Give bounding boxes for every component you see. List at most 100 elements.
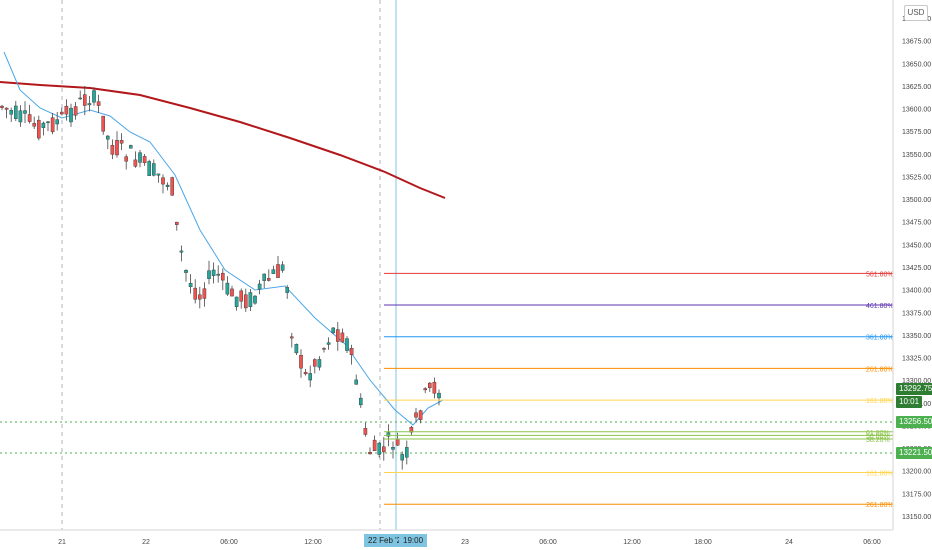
candle-body	[124, 156, 128, 162]
candle-body	[220, 272, 225, 281]
candle-body	[354, 379, 359, 385]
candle-body	[115, 140, 119, 156]
candle-body	[156, 173, 161, 176]
candle-body	[4, 107, 9, 110]
price-tick-label: 13475.00	[902, 220, 931, 227]
candle-body	[391, 447, 395, 450]
candle-body	[96, 101, 101, 106]
fib-level-label: 61.80%	[866, 430, 890, 437]
candle-body	[13, 105, 18, 119]
candle-body	[386, 432, 391, 437]
price-tick-label: 13325.00	[902, 356, 931, 363]
candle-body	[267, 278, 271, 281]
time-tick-label: 06:00	[863, 539, 881, 546]
candle-body	[50, 117, 55, 133]
candle-body	[243, 294, 248, 309]
fibonacci-extension[interactable]: 561.80% 461.80% 361.80% 261.80% 161.80% 61.80…	[384, 271, 894, 509]
axes	[0, 0, 894, 531]
candle-body	[138, 152, 142, 163]
candle-body	[211, 269, 216, 276]
candle-body	[437, 392, 441, 399]
candle-body	[271, 269, 276, 274]
time-tick-label: 06:00	[539, 539, 557, 546]
crosshair-date-tag: 22 Feb '21	[364, 534, 410, 547]
candle-body	[151, 163, 156, 176]
candle-body	[257, 283, 262, 290]
candle-body	[60, 111, 64, 115]
candle-body	[202, 288, 207, 299]
candle-body	[262, 273, 267, 281]
candle-body	[368, 452, 372, 455]
candle-body	[382, 446, 386, 453]
currency-button[interactable]: USD	[904, 5, 928, 21]
candle-body	[170, 177, 175, 196]
candle-body	[248, 292, 253, 308]
candle-body	[400, 454, 405, 461]
price-tick-label: 13500.00	[902, 197, 931, 204]
fib-level-label: 561.80%	[866, 271, 894, 278]
price-tick-label: 13425.00	[902, 265, 931, 272]
candle-body	[303, 372, 308, 375]
candle-body	[345, 338, 349, 351]
price-axis[interactable]: 13700.0013675.0013650.0013625.0013600.00…	[902, 16, 931, 521]
candle-body	[340, 332, 345, 343]
candle-body	[294, 344, 299, 354]
candle-body	[326, 342, 331, 345]
candle-body	[331, 327, 336, 334]
candle-body	[322, 348, 326, 350]
candle-body	[0, 105, 4, 108]
fib-level-label: 261.80%	[866, 502, 894, 509]
price-tick-label: 13200.00	[902, 469, 931, 476]
candle-body	[27, 114, 32, 122]
candle-body	[184, 270, 188, 273]
price-tick-label: 13600.00	[902, 107, 931, 114]
candle-body	[105, 135, 110, 140]
candle-body	[197, 294, 202, 300]
crosshair-time-tag: 19:00	[399, 534, 428, 547]
candle-body	[363, 428, 368, 435]
level-lower-tag: 13221.50	[896, 447, 932, 459]
fib-level-label: 161.80%	[866, 471, 894, 478]
candle-body	[73, 106, 78, 116]
candle-body	[55, 119, 59, 125]
candle-body	[308, 373, 313, 381]
candle-body	[423, 388, 428, 391]
candles	[0, 86, 441, 470]
candle-body	[165, 184, 170, 187]
price-tick-label: 13450.00	[902, 242, 931, 249]
candle-body	[37, 119, 41, 139]
candle-body	[9, 110, 14, 115]
fib-level-label: 161.80%	[866, 398, 894, 405]
candle-body	[317, 359, 322, 368]
fib-level-label: 461.80%	[866, 303, 894, 310]
candle-body	[82, 94, 87, 106]
candle-body	[101, 115, 105, 132]
price-tick-label: 13150.00	[902, 514, 931, 521]
time-tick-label: 12:00	[623, 539, 641, 546]
price-tick-label: 13400.00	[902, 288, 931, 295]
candle-body	[188, 283, 193, 288]
price-tick-label: 13625.00	[902, 84, 931, 91]
price-tick-label: 13175.00	[902, 491, 931, 498]
price-tick-label: 13550.00	[902, 152, 931, 159]
candle-body	[405, 447, 409, 458]
candle-body	[418, 410, 423, 420]
candle-body	[133, 159, 138, 167]
candle-body	[32, 123, 36, 127]
countdown-tag: 10:01	[896, 396, 923, 408]
candle-body	[336, 329, 340, 342]
candle-body	[428, 382, 432, 389]
candle-body	[179, 250, 184, 253]
price-tick-label: 13675.00	[902, 39, 931, 46]
candle-body	[299, 354, 303, 369]
candle-body	[78, 97, 82, 100]
candle-body	[349, 348, 354, 356]
level-upper-tag: 13256.50	[896, 416, 932, 428]
time-tick-label: 24	[785, 539, 793, 546]
time-axis[interactable]: 21 22 06:00 12:00 23 06:00 12:00 18:00 24 06:00	[58, 539, 881, 546]
candle-body	[290, 336, 294, 339]
candle-body	[142, 156, 147, 163]
candle-body	[285, 287, 290, 293]
